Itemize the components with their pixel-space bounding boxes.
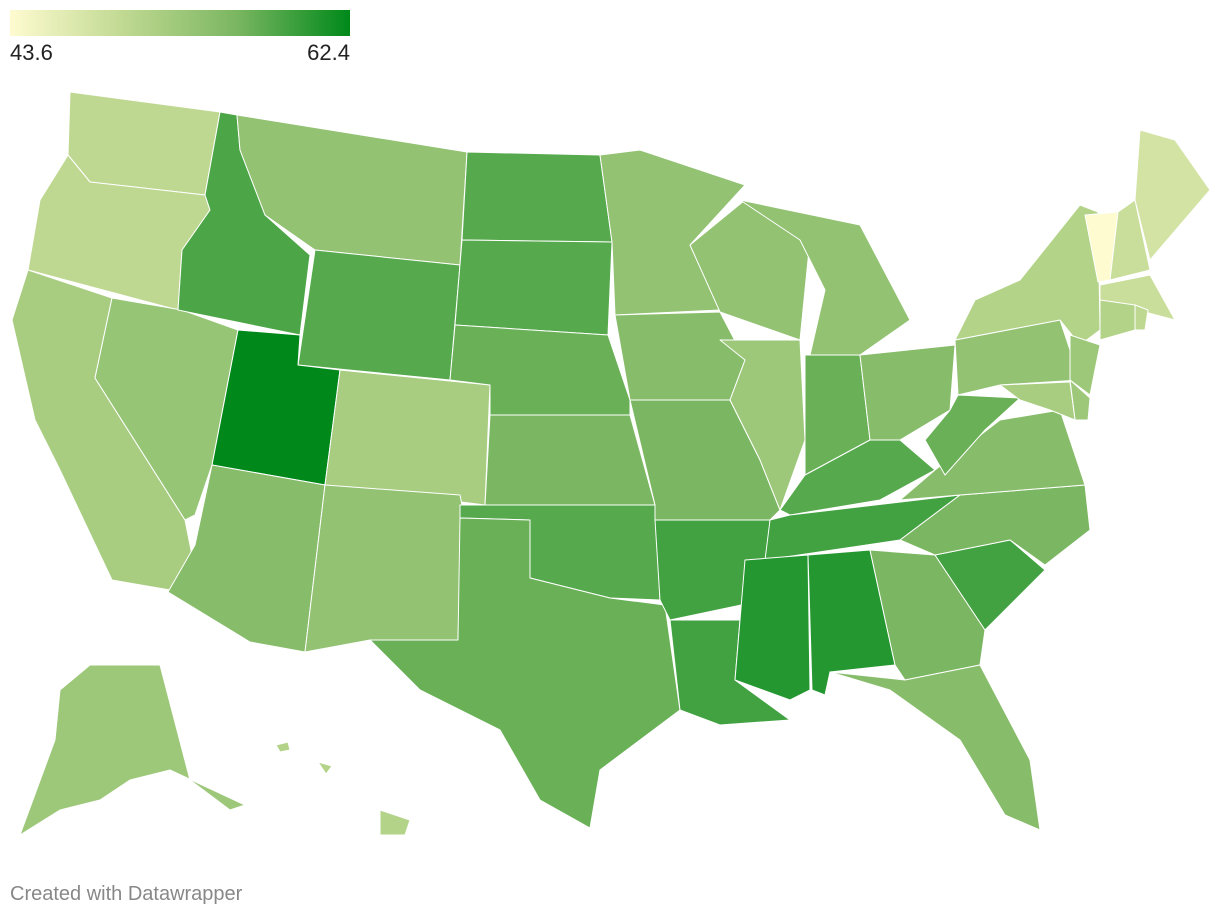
- legend-gradient: [10, 10, 350, 36]
- state: [1134, 129, 1211, 261]
- state: [614, 311, 746, 401]
- state: [779, 439, 936, 516]
- state: [1134, 304, 1149, 331]
- state: [689, 199, 811, 341]
- state: [734, 554, 811, 701]
- state: [654, 519, 771, 621]
- state: [1109, 199, 1151, 281]
- state: [454, 239, 613, 336]
- state: [67, 91, 221, 196]
- state: [324, 369, 491, 506]
- state: [1069, 334, 1101, 396]
- state: [19, 664, 246, 836]
- state: [954, 204, 1101, 346]
- state: [461, 151, 613, 243]
- legend-max: 62.4: [307, 40, 350, 65]
- state: [859, 344, 956, 441]
- state: [1099, 299, 1136, 341]
- state: [304, 484, 463, 653]
- state: [484, 414, 656, 506]
- state: [829, 664, 1041, 831]
- state: [297, 249, 461, 381]
- legend-min: 43.6: [10, 40, 53, 65]
- state: [94, 297, 239, 521]
- state: [719, 339, 806, 511]
- state: [899, 409, 1086, 501]
- state: [275, 741, 411, 836]
- credit: Created with Datawrapper: [10, 883, 243, 905]
- states: [11, 91, 1211, 836]
- state: [1099, 274, 1176, 321]
- state: [369, 517, 681, 829]
- state: [999, 381, 1076, 421]
